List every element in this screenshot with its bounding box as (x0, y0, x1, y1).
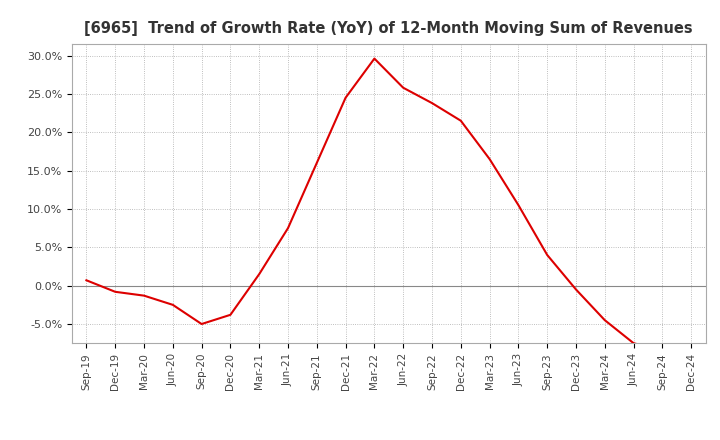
Title: [6965]  Trend of Growth Rate (YoY) of 12-Month Moving Sum of Revenues: [6965] Trend of Growth Rate (YoY) of 12-… (84, 21, 693, 36)
